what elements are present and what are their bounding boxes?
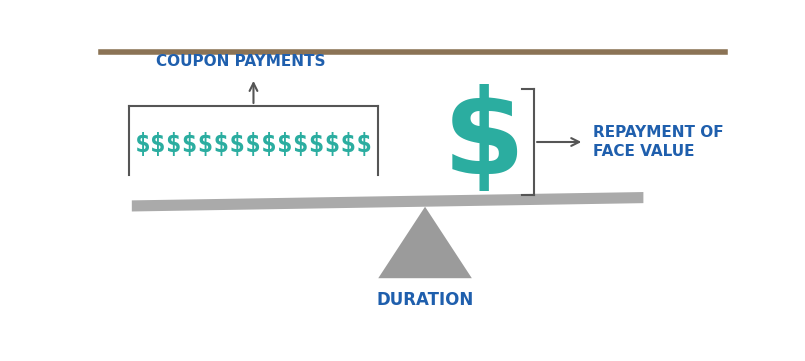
Text: COUPON PAYMENTS: COUPON PAYMENTS [156,54,326,69]
Polygon shape [132,192,643,212]
Text: REPAYMENT OF
FACE VALUE: REPAYMENT OF FACE VALUE [593,125,724,159]
Text: DURATION: DURATION [377,291,473,309]
Text: $: $ [444,84,526,200]
Text: $$$$$$$$$$$$$$$: $$$$$$$$$$$$$$$ [134,132,373,158]
Polygon shape [378,207,472,278]
